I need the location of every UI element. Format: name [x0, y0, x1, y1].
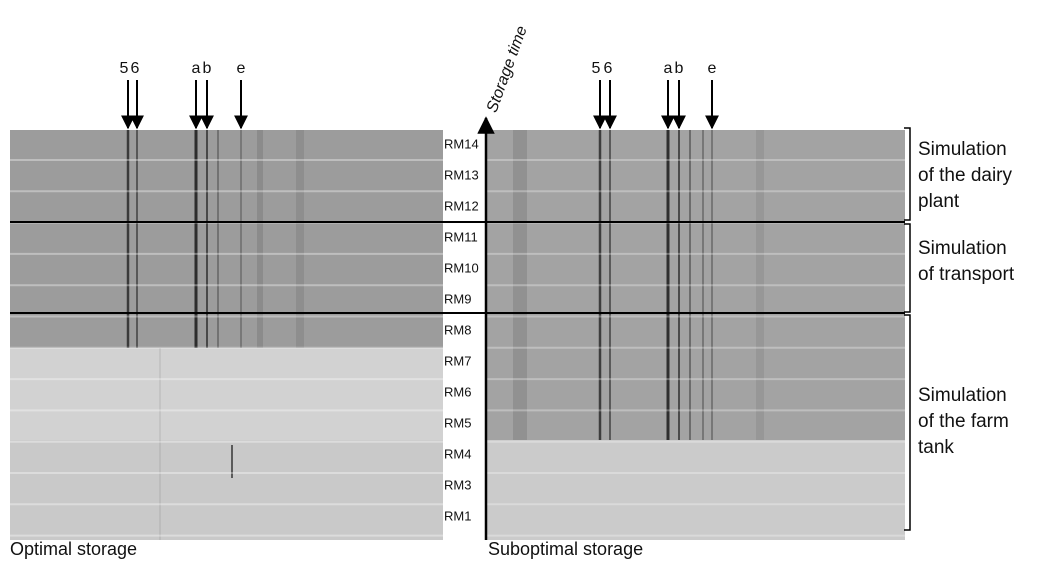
lane-label: RM7 [444, 353, 471, 368]
lane-label: RM10 [444, 260, 479, 275]
group-label: Simulation [918, 385, 1007, 406]
lane-label: RM4 [444, 446, 471, 461]
lane-label: RM1 [444, 508, 471, 523]
arrow-label: 5 [120, 60, 129, 77]
group-label: of the farm [918, 411, 1009, 432]
arrow-label: b [203, 60, 212, 77]
bracket [904, 127, 911, 221]
bracket [904, 223, 911, 313]
lane-label: RM12 [444, 198, 479, 213]
arrow-label: a [664, 60, 673, 77]
gel-left-top [10, 130, 443, 348]
group-label: tank [918, 437, 954, 458]
bracket [904, 314, 911, 531]
lane-label: RM8 [444, 322, 471, 337]
gel-right-bottom [486, 440, 905, 540]
gel-right-top [486, 130, 905, 440]
lane-label: RM13 [444, 167, 479, 182]
lane-label: RM3 [444, 477, 471, 492]
group-label: of transport [918, 264, 1015, 285]
arrow-label: b [675, 60, 684, 77]
arrow-label: 6 [604, 60, 613, 77]
group-label: plant [918, 191, 960, 212]
lane-label: RM14 [444, 136, 479, 151]
arrow-label: e [708, 60, 717, 77]
group-label: Simulation [918, 238, 1007, 259]
lane-label: RM11 [444, 229, 478, 244]
arrow-label: a [192, 60, 201, 77]
lane-label: RM9 [444, 291, 471, 306]
arrow-label: 5 [592, 60, 601, 77]
gel-bands [10, 130, 905, 540]
axis-label: Storage time [484, 24, 531, 115]
gel-left-lower [10, 440, 443, 540]
lane-label: RM5 [444, 415, 471, 430]
group-label: Simulation [918, 139, 1007, 160]
caption: Optimal storage [10, 539, 137, 559]
lane-label: RM6 [444, 384, 471, 399]
caption: Suboptimal storage [488, 539, 643, 559]
group-label: of the dairy [918, 165, 1012, 186]
arrow-label: 6 [131, 60, 140, 77]
arrow-label: e [237, 60, 246, 77]
